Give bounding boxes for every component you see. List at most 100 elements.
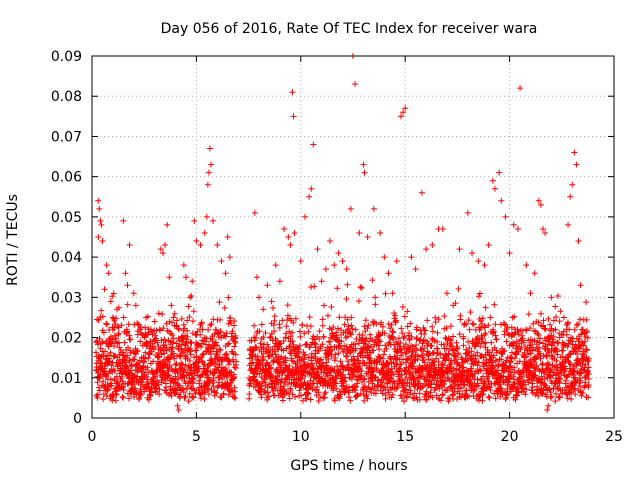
data-point-cloud bbox=[310, 333, 317, 340]
data-point-cloud bbox=[547, 394, 554, 401]
data-point-cloud bbox=[333, 329, 340, 336]
data-point-cloud bbox=[388, 386, 395, 393]
data-point-cloud bbox=[549, 340, 556, 347]
data-point-cloud bbox=[442, 378, 449, 385]
data-point-cloud bbox=[258, 321, 265, 328]
data-point-cloud bbox=[393, 385, 400, 392]
data-point bbox=[506, 250, 513, 257]
data-point-cloud bbox=[576, 316, 583, 323]
data-point-cloud bbox=[350, 369, 357, 376]
data-point-cloud bbox=[492, 321, 499, 328]
data-point-cloud bbox=[401, 345, 408, 352]
data-point-cloud bbox=[536, 339, 543, 346]
data-point-cloud bbox=[174, 386, 181, 393]
data-point-cloud bbox=[252, 334, 259, 341]
data-point-cloud bbox=[280, 358, 287, 365]
data-point bbox=[370, 205, 377, 212]
data-point-cloud bbox=[316, 328, 323, 335]
data-point-cloud bbox=[391, 310, 398, 317]
data-point-cloud bbox=[464, 358, 471, 365]
data-point-cloud bbox=[92, 349, 99, 356]
data-point-cloud bbox=[457, 316, 464, 323]
data-point bbox=[402, 105, 409, 112]
data-point-cloud bbox=[299, 355, 306, 362]
data-point bbox=[542, 229, 549, 236]
data-point-cloud bbox=[101, 348, 108, 355]
data-point-cloud bbox=[561, 341, 568, 348]
data-point-cloud bbox=[430, 349, 437, 356]
data-point-cloud bbox=[312, 344, 319, 351]
data-point-cloud bbox=[330, 323, 337, 330]
data-point-cloud bbox=[232, 361, 239, 368]
data-point-cloud bbox=[568, 396, 575, 403]
data-point bbox=[130, 290, 137, 297]
data-point-cloud bbox=[104, 321, 111, 328]
data-point bbox=[335, 250, 342, 257]
data-point-cloud bbox=[392, 317, 399, 324]
data-point-cloud bbox=[358, 368, 365, 375]
data-point-cloud bbox=[379, 323, 386, 330]
data-point-cloud bbox=[553, 346, 560, 353]
data-point-cloud bbox=[144, 364, 151, 371]
data-point-cloud bbox=[201, 396, 208, 403]
data-point-cloud bbox=[429, 394, 436, 401]
data-point bbox=[491, 185, 498, 192]
data-point-cloud bbox=[167, 354, 174, 361]
data-point-cloud bbox=[538, 361, 545, 368]
y-tick-label: 0.01 bbox=[51, 371, 82, 387]
data-point-cloud bbox=[388, 394, 395, 401]
data-point-cloud bbox=[554, 369, 561, 376]
data-point bbox=[322, 266, 329, 273]
data-point-cloud bbox=[568, 389, 575, 396]
data-point bbox=[109, 314, 116, 321]
data-point-cloud bbox=[359, 348, 366, 355]
data-point-cloud bbox=[175, 326, 182, 333]
data-point-cloud bbox=[324, 312, 331, 319]
data-point-cloud bbox=[350, 356, 357, 363]
data-point-cloud bbox=[562, 377, 569, 384]
data-point-cloud bbox=[336, 314, 343, 321]
data-point-cloud bbox=[126, 395, 133, 402]
data-point-cloud bbox=[142, 355, 149, 362]
data-point-cloud bbox=[210, 345, 217, 352]
data-point-cloud bbox=[407, 320, 414, 327]
data-point-cloud bbox=[199, 326, 206, 333]
data-point-cloud bbox=[331, 397, 338, 404]
data-point-cloud bbox=[450, 346, 457, 353]
data-point-cloud bbox=[398, 360, 405, 367]
data-point-cloud bbox=[463, 321, 470, 328]
data-point-cloud bbox=[360, 387, 367, 394]
data-point-cloud bbox=[522, 381, 529, 388]
data-point-cloud bbox=[175, 375, 182, 382]
data-point bbox=[224, 234, 231, 240]
data-point-cloud bbox=[485, 378, 492, 385]
data-point-cloud bbox=[440, 341, 447, 348]
data-point-cloud bbox=[455, 374, 462, 381]
data-point-cloud bbox=[398, 352, 405, 359]
data-point-cloud bbox=[289, 329, 296, 336]
data-point-cloud bbox=[413, 342, 420, 349]
data-point-cloud bbox=[379, 379, 386, 386]
data-point-cloud bbox=[455, 350, 462, 357]
y-tick-label: 0.06 bbox=[51, 170, 82, 186]
data-point bbox=[191, 217, 198, 224]
data-point-cloud bbox=[423, 390, 430, 397]
data-point-cloud bbox=[552, 303, 559, 310]
data-point-cloud bbox=[95, 384, 102, 391]
data-point-cloud bbox=[278, 353, 285, 360]
data-point-cloud bbox=[339, 362, 346, 369]
data-point-cloud bbox=[194, 341, 201, 348]
data-point-cloud bbox=[282, 354, 289, 361]
data-point-cloud bbox=[224, 341, 231, 348]
data-point-cloud bbox=[168, 392, 175, 399]
data-point-cloud bbox=[160, 325, 167, 332]
data-point-cloud bbox=[417, 373, 424, 380]
data-point-cloud bbox=[276, 324, 283, 331]
data-point-cloud bbox=[389, 391, 396, 398]
data-point-cloud bbox=[276, 372, 283, 379]
data-point-cloud bbox=[546, 335, 553, 342]
data-point-cloud bbox=[582, 361, 589, 368]
data-point-cloud bbox=[210, 377, 217, 384]
data-point-cloud bbox=[317, 356, 324, 363]
data-point-cloud bbox=[105, 343, 112, 350]
